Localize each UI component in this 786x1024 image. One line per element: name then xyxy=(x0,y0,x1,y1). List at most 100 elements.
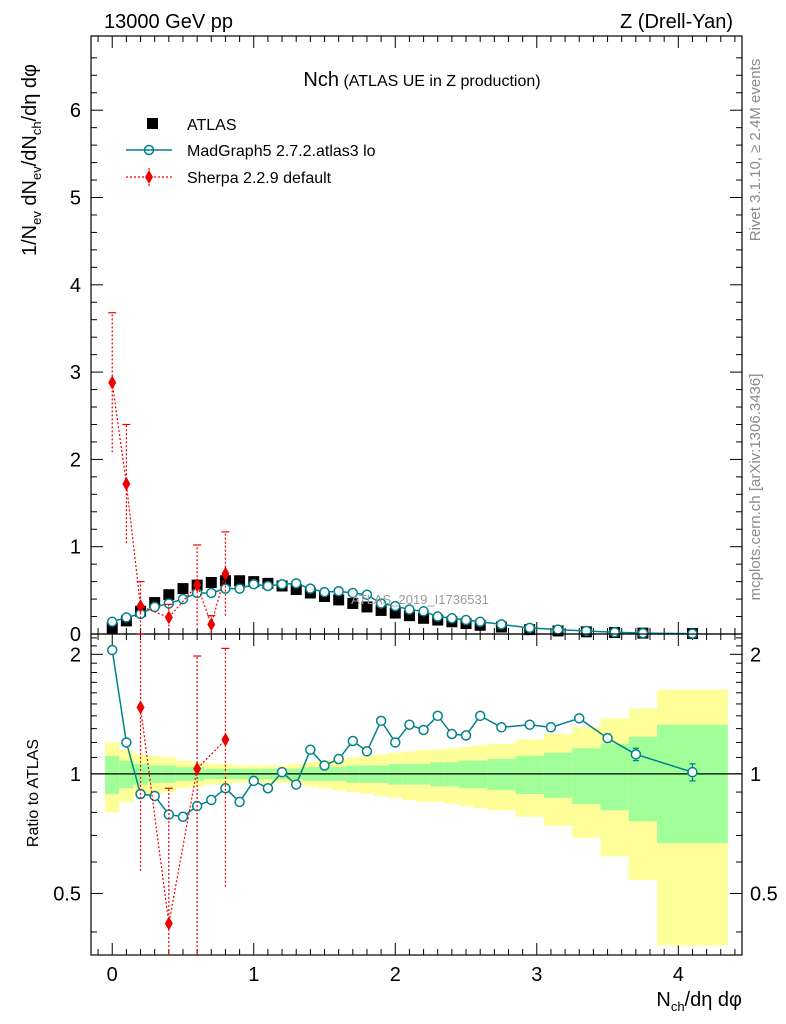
madgraph-ratio-point xyxy=(496,722,507,733)
madgraph-ratio-line xyxy=(111,649,693,818)
sherpa-series xyxy=(108,312,230,634)
ratio-y-tick-label-right: 2 xyxy=(750,644,761,666)
atlas-point xyxy=(106,622,118,634)
madgraph-ratio-point xyxy=(460,730,472,741)
sherpa-line xyxy=(111,382,227,627)
sherpa-ratio-point xyxy=(193,761,202,776)
stat-uncertainty-band xyxy=(572,748,601,804)
madgraph-point xyxy=(319,586,330,598)
madgraph-point xyxy=(361,589,373,600)
ratio-y-tick-label: 0.5 xyxy=(53,883,81,905)
legend-label-sherpa: Sherpa 2.2.9 default xyxy=(187,170,332,187)
madgraph-ratio-point xyxy=(290,779,302,790)
madgraph-point xyxy=(609,627,620,638)
ratio-y-tick-label-right: 1 xyxy=(750,764,761,786)
madgraph-ratio-point xyxy=(418,724,429,736)
ratio-y-tick-label: 2 xyxy=(70,644,81,666)
sherpa-point xyxy=(164,610,173,625)
sherpa-point xyxy=(221,566,230,581)
madgraph-ratio-point xyxy=(276,766,288,778)
x-axis-title: Nch/dη dφ xyxy=(656,989,742,1014)
sherpa-ratio-point xyxy=(221,732,230,747)
stat-uncertainty-band xyxy=(628,736,658,822)
madgraph-point xyxy=(276,578,288,590)
stat-uncertainty-band xyxy=(543,752,573,798)
madgraph-ratio-point xyxy=(545,722,557,733)
y-tick-label: 2 xyxy=(70,449,81,471)
sherpa-ratio-point xyxy=(164,916,173,931)
x-tick-label: 4 xyxy=(673,964,684,986)
madgraph-point xyxy=(474,616,486,628)
stat-uncertainty-band xyxy=(657,724,728,843)
madgraph-ratio-point xyxy=(121,737,132,748)
y-axis-title-ratio: Ratio to ATLAS xyxy=(25,739,42,847)
sherpa-point xyxy=(193,578,202,593)
madgraph-point xyxy=(177,593,189,605)
atlas-point xyxy=(361,601,373,613)
madgraph-ratio-point xyxy=(630,749,642,760)
madgraph-ratio-point xyxy=(390,737,401,748)
madgraph-point xyxy=(524,622,535,634)
madgraph-ratio-point xyxy=(404,719,415,730)
madgraph-point xyxy=(262,580,274,592)
madgraph-ratio-point xyxy=(248,775,259,787)
madgraph-ratio-point xyxy=(574,713,585,724)
stat-uncertainty-band xyxy=(515,755,544,794)
madgraph-point xyxy=(418,606,429,617)
sherpa-point xyxy=(122,476,131,491)
plot-title-main: Nch xyxy=(303,69,339,91)
madgraph-point xyxy=(460,614,472,626)
mcplots-label: mcplots.cern.ch [arXiv:1306.3436] xyxy=(747,374,764,601)
y-tick-label: 6 xyxy=(70,100,81,122)
atlas-point xyxy=(205,576,217,588)
atlas-point xyxy=(389,607,401,619)
x-tick-label: 3 xyxy=(531,964,542,986)
madgraph-ratio-point xyxy=(262,783,274,794)
main-plot-panel: 0 1 2 3 4 5 6 0 1 2 3 4 xyxy=(70,35,743,986)
madgraph-point xyxy=(333,585,344,597)
madgraph-point xyxy=(305,583,316,594)
ratio-panel-frame xyxy=(90,633,743,956)
madgraph-point xyxy=(248,578,259,590)
plot-title-sub: (ATLAS UE in Z production) xyxy=(343,73,540,90)
madgraph-ratio-point xyxy=(177,811,189,823)
madgraph-point xyxy=(432,611,443,622)
x-ticks: 0 1 2 3 4 xyxy=(97,36,736,986)
process-label: Z (Drell-Yan) xyxy=(620,11,733,33)
atlas-point xyxy=(163,589,175,601)
madgraph-ratio-point xyxy=(305,744,316,756)
madgraph-point xyxy=(404,604,415,615)
legend-label-atlas: ATLAS xyxy=(187,117,237,134)
y-tick-label: 3 xyxy=(70,362,81,384)
legend-marker-madgraph xyxy=(143,144,155,156)
rivet-label: Rivet 3.1.10, ≥ 2.4M events xyxy=(747,59,764,242)
madgraph-point xyxy=(375,598,387,609)
y-tick-label: 0 xyxy=(70,624,81,646)
stat-uncertainty-band xyxy=(105,755,120,794)
sherpa-point xyxy=(207,617,216,632)
madgraph-point xyxy=(390,600,401,612)
x-tick-label: 1 xyxy=(248,964,259,986)
y-axis-title-top: 1/Nev dNev/dNch/dη dφ xyxy=(19,64,44,256)
y-tick-label: 1 xyxy=(70,537,81,559)
ratio-y-tick-label-right: 0.5 xyxy=(750,883,778,905)
analysis-watermark: ATLAS_2019_I1736531 xyxy=(351,592,489,607)
madgraph-point xyxy=(234,583,245,594)
madgraph-ratio-point xyxy=(149,790,160,802)
legend-marker-sherpa xyxy=(145,170,153,184)
madgraph-point xyxy=(163,598,175,609)
madgraph-point xyxy=(637,627,649,639)
madgraph-ratio-point xyxy=(375,715,387,727)
ratio-y-tick-label: 1 xyxy=(70,764,81,786)
madgraph-line xyxy=(112,582,693,635)
madgraph-point xyxy=(347,587,359,599)
madgraph-ratio-point xyxy=(524,719,535,730)
energy-label: 13000 GeV pp xyxy=(104,11,233,33)
madgraph-ratio-point xyxy=(432,710,443,722)
top-y-ticks: 0 1 2 3 4 5 6 xyxy=(70,57,742,646)
sherpa-point xyxy=(108,375,117,390)
madgraph-point xyxy=(106,616,118,628)
sherpa-ratio-line xyxy=(139,707,226,924)
atlas-point xyxy=(418,612,430,624)
